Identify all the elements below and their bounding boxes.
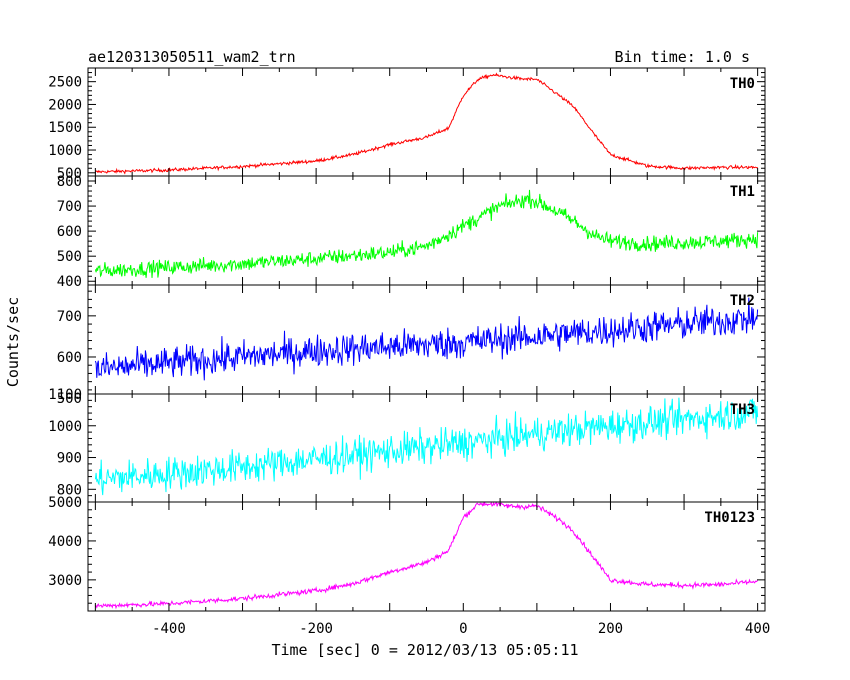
series-line-th0123 [95,502,759,610]
panel-th1: 400 500 600 700 800 TH1 [57,174,766,290]
y-tick-label-th0: 2500 [48,75,82,91]
y-tick-label-th0: 500 [57,166,82,182]
y-tick-label-th1: 500 [57,249,82,265]
series-line-th2 [94,297,759,381]
series-label-th1: TH1 [730,184,755,200]
series-line-th1 [94,189,759,278]
x-tick-label: 400 [745,621,770,637]
series-label-th3: TH3 [730,402,755,418]
y-tick-label-th1: 600 [57,224,82,240]
panel-th3: 800 900 1000 1100 TH3 [48,387,766,503]
panel-frame-th3 [87,393,766,503]
series-label-th0123: TH0123 [704,510,755,526]
chart-subtitle: Bin time: 1.0 s [615,48,750,66]
panel-th0123: 3000 4000 5000 TH0123 [48,495,766,612]
panel-th2: 500 600 700 TH2 [57,284,766,407]
series-line-th0 [95,72,758,175]
y-tick-label-th0: 1000 [48,143,82,159]
x-tick-label: -400 [152,621,186,637]
x-tick-label: -200 [299,621,333,637]
y-tick-label-th0: 2000 [48,97,82,113]
y-tick-label-th3: 1100 [48,387,82,403]
y-axis-label: Counts/sec [4,297,22,387]
panel-frame-th2 [87,284,766,395]
panel-th0: 500 1000 1500 2000 2500 TH0 [48,67,766,182]
y-tick-label-th1: 400 [57,274,82,290]
x-tick-label: 0 [459,621,467,637]
x-tick-label: 200 [598,621,623,637]
chart-title: ae120313050511_wam2_trn [88,48,296,66]
y-tick-label-th0123: 4000 [48,534,82,550]
panel-frame-th0123 [87,501,766,612]
y-tick-label-th0: 1500 [48,120,82,136]
y-tick-label-th1: 800 [57,174,82,190]
y-tick-label-th2: 700 [57,309,82,325]
series-label-th2: TH2 [730,293,755,309]
series-label-th0: TH0 [730,76,755,92]
y-tick-label-th3: 900 [57,451,82,467]
panel-frame-th0 [87,67,766,177]
series-line-th3 [94,397,759,496]
y-tick-label-th0123: 5000 [48,495,82,511]
x-axis-label: Time [sec] 0 = 2012/03/13 05:05:11 [271,641,578,659]
y-tick-label-th2: 600 [57,350,82,366]
y-tick-label-th3: 800 [57,482,82,498]
y-tick-label-th1: 700 [57,199,82,215]
y-tick-label-th0123: 3000 [48,573,82,589]
y-tick-label-th2: 500 [57,391,82,407]
y-tick-label-th3: 1000 [48,419,82,435]
